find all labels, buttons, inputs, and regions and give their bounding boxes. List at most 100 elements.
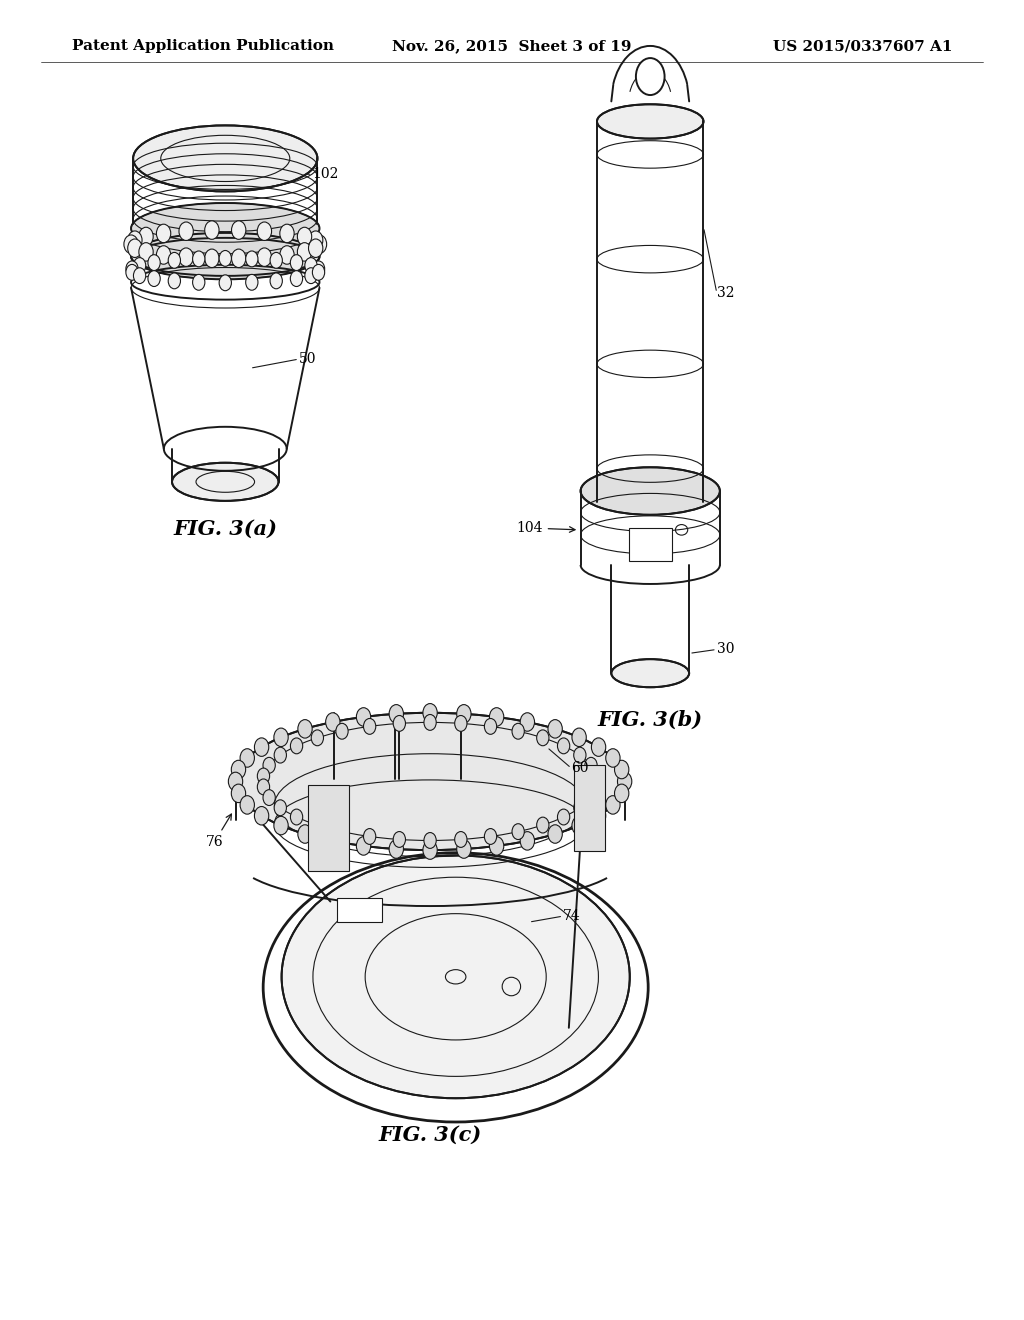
Circle shape bbox=[124, 235, 138, 253]
Circle shape bbox=[512, 824, 524, 840]
Ellipse shape bbox=[611, 659, 689, 688]
Circle shape bbox=[270, 252, 283, 268]
Text: 102: 102 bbox=[312, 168, 339, 181]
Circle shape bbox=[257, 768, 269, 784]
Circle shape bbox=[240, 796, 254, 814]
Circle shape bbox=[274, 800, 287, 816]
Circle shape bbox=[228, 772, 243, 791]
Circle shape bbox=[231, 249, 246, 268]
Circle shape bbox=[246, 251, 258, 267]
Circle shape bbox=[423, 704, 437, 722]
Circle shape bbox=[128, 231, 142, 249]
Circle shape bbox=[205, 249, 219, 268]
Text: 30: 30 bbox=[717, 643, 734, 656]
Ellipse shape bbox=[172, 463, 279, 500]
Circle shape bbox=[168, 252, 180, 268]
Text: 76: 76 bbox=[206, 814, 231, 849]
Circle shape bbox=[147, 255, 160, 271]
FancyBboxPatch shape bbox=[574, 766, 605, 851]
Ellipse shape bbox=[282, 855, 630, 1098]
Circle shape bbox=[457, 705, 471, 723]
Ellipse shape bbox=[131, 232, 319, 280]
Ellipse shape bbox=[236, 713, 625, 850]
Circle shape bbox=[126, 261, 138, 277]
Circle shape bbox=[389, 705, 403, 723]
Circle shape bbox=[157, 246, 171, 264]
Circle shape bbox=[489, 837, 504, 855]
Circle shape bbox=[585, 789, 597, 805]
Circle shape bbox=[291, 809, 303, 825]
Circle shape bbox=[291, 255, 303, 271]
Circle shape bbox=[157, 224, 171, 243]
Circle shape bbox=[457, 840, 471, 858]
Circle shape bbox=[336, 824, 348, 840]
Circle shape bbox=[424, 833, 436, 849]
Circle shape bbox=[455, 832, 467, 847]
Circle shape bbox=[393, 832, 406, 847]
Text: 32: 32 bbox=[717, 286, 734, 300]
FancyBboxPatch shape bbox=[337, 898, 382, 921]
Circle shape bbox=[297, 227, 311, 246]
Circle shape bbox=[128, 239, 142, 257]
Circle shape bbox=[614, 784, 629, 803]
Circle shape bbox=[424, 714, 436, 730]
Circle shape bbox=[219, 251, 231, 267]
Circle shape bbox=[305, 268, 317, 284]
Text: Nov. 26, 2015  Sheet 3 of 19: Nov. 26, 2015 Sheet 3 of 19 bbox=[392, 40, 632, 53]
Circle shape bbox=[614, 760, 629, 779]
Text: FIG. 3(b): FIG. 3(b) bbox=[598, 710, 702, 730]
Circle shape bbox=[240, 748, 254, 767]
Circle shape bbox=[617, 772, 632, 791]
Text: US 2015/0337607 A1: US 2015/0337607 A1 bbox=[773, 40, 952, 53]
Circle shape bbox=[280, 246, 294, 264]
Circle shape bbox=[311, 730, 324, 746]
Circle shape bbox=[280, 224, 294, 243]
Circle shape bbox=[298, 719, 312, 738]
Circle shape bbox=[273, 729, 288, 747]
Circle shape bbox=[512, 723, 524, 739]
Circle shape bbox=[193, 251, 205, 267]
Circle shape bbox=[139, 243, 154, 261]
Circle shape bbox=[592, 807, 606, 825]
Circle shape bbox=[548, 719, 562, 738]
FancyBboxPatch shape bbox=[308, 784, 349, 871]
Circle shape bbox=[591, 768, 603, 784]
Circle shape bbox=[548, 825, 562, 843]
Circle shape bbox=[168, 273, 180, 289]
Circle shape bbox=[257, 222, 271, 240]
Circle shape bbox=[263, 758, 275, 774]
Circle shape bbox=[393, 715, 406, 731]
Circle shape bbox=[537, 817, 549, 833]
Circle shape bbox=[326, 713, 340, 731]
Text: FIG. 3(a): FIG. 3(a) bbox=[173, 519, 278, 539]
Ellipse shape bbox=[597, 104, 703, 139]
Text: FIG. 3(c): FIG. 3(c) bbox=[379, 1125, 481, 1144]
Circle shape bbox=[573, 747, 586, 763]
Circle shape bbox=[308, 231, 323, 249]
Circle shape bbox=[133, 268, 145, 284]
Circle shape bbox=[205, 220, 219, 239]
Circle shape bbox=[326, 832, 340, 850]
Circle shape bbox=[273, 816, 288, 834]
Circle shape bbox=[270, 273, 283, 289]
FancyBboxPatch shape bbox=[629, 528, 672, 561]
Ellipse shape bbox=[131, 203, 319, 253]
Circle shape bbox=[312, 235, 327, 253]
Text: 50: 50 bbox=[299, 352, 316, 366]
Circle shape bbox=[257, 248, 271, 267]
Circle shape bbox=[298, 825, 312, 843]
Circle shape bbox=[520, 713, 535, 731]
Circle shape bbox=[231, 784, 246, 803]
Circle shape bbox=[291, 271, 303, 286]
Circle shape bbox=[312, 264, 325, 280]
Circle shape bbox=[147, 271, 160, 286]
Circle shape bbox=[484, 718, 497, 734]
Circle shape bbox=[126, 264, 138, 280]
Circle shape bbox=[520, 832, 535, 850]
Ellipse shape bbox=[133, 125, 317, 191]
Circle shape bbox=[336, 723, 348, 739]
Circle shape bbox=[592, 738, 606, 756]
Circle shape bbox=[572, 729, 587, 747]
Circle shape bbox=[231, 760, 246, 779]
Circle shape bbox=[139, 227, 154, 246]
